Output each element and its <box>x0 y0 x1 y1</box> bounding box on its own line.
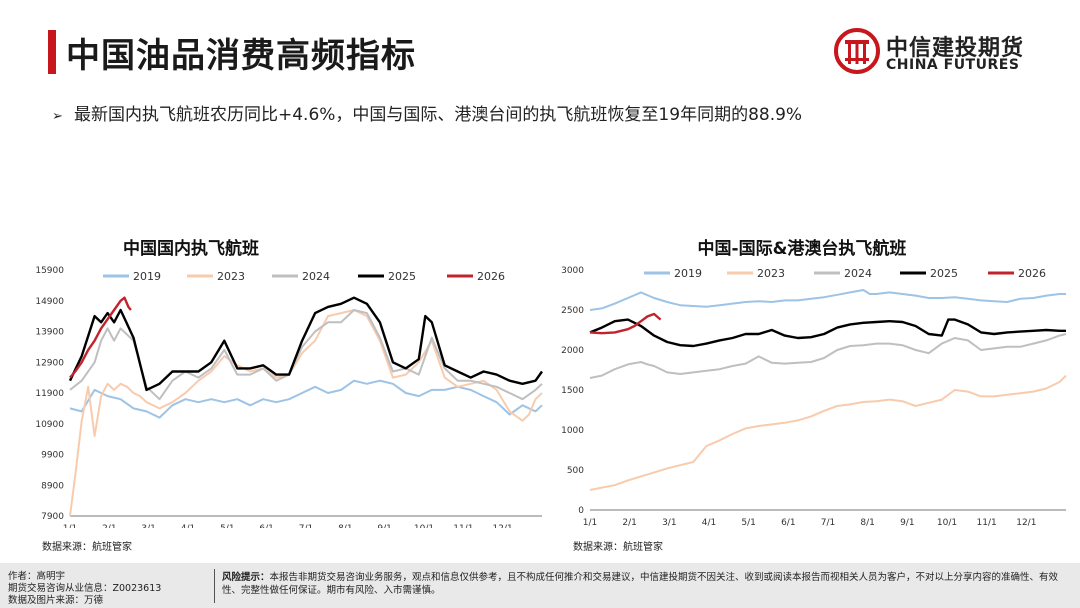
x-tick-label: 11/1 <box>453 524 473 528</box>
footer-license: 期货交易咨询从业信息：Z0023613 <box>8 583 162 594</box>
international-flights-chart: 中国-国际&港澳台执飞航班 3000 2500 2000 1500 1000 500 0 1/1… <box>561 238 1067 528</box>
legend-label-2019: 2019 <box>133 270 161 283</box>
y-tick-label: 2000 <box>561 346 584 356</box>
x-tick-label: 3/1 <box>141 524 155 528</box>
x-tick-label: 10/1 <box>414 524 434 528</box>
x-tick-label: 1/1 <box>583 518 597 528</box>
logo-chinese-name: 中信建投期货 <box>886 36 1025 61</box>
x-tick-label: 8/1 <box>338 524 352 528</box>
legend-label-2025: 2025 <box>930 267 958 280</box>
series-line-2026 <box>589 312 662 335</box>
y-tick-label: 2500 <box>561 306 584 316</box>
y-tick-label: 11900 <box>35 389 64 399</box>
series-line-2025 <box>589 318 1066 348</box>
x-tick-label: 7/1 <box>299 524 313 528</box>
summary-text: 最新国内执飞航班农历同比+4.6%，中国与国际、港澳台间的执飞航班恢复至19年同… <box>74 105 803 125</box>
y-tick-label: 0 <box>578 506 584 516</box>
y-tick-label: 3000 <box>561 266 584 276</box>
chart-source-international: 数据来源：航班管家 <box>573 542 663 553</box>
page-title: 中国油品消费高频指标 <box>66 36 416 76</box>
y-tick-label: 8900 <box>41 481 64 491</box>
x-tick-label: 2/1 <box>102 524 116 528</box>
x-tick-label: 1/1 <box>63 524 77 528</box>
x-tick-label: 7/1 <box>821 518 835 528</box>
y-tick-label: 500 <box>567 466 584 476</box>
risk-label: 风险提示： <box>222 572 270 583</box>
x-tick-label: 4/1 <box>702 518 716 528</box>
legend-label-2024: 2024 <box>844 267 872 280</box>
x-tick-label: 2/1 <box>622 518 636 528</box>
series-line-2019 <box>589 289 1066 311</box>
footer-divider <box>214 569 215 603</box>
legend-label-2019: 2019 <box>674 267 702 280</box>
x-tick-label: 5/1 <box>741 518 755 528</box>
y-tick-label: 13900 <box>35 328 64 338</box>
summary-bullet: ➢ 最新国内执飞航班农历同比+4.6%，中国与国际、港澳台间的执飞航班恢复至19年… <box>52 100 802 125</box>
y-tick-label: 9900 <box>41 451 64 461</box>
x-tick-label: 9/1 <box>900 518 914 528</box>
series-line-2024 <box>589 333 1067 379</box>
company-logo: 中信建投期货 CHINA FUTURES <box>834 28 1034 78</box>
series-line-2024 <box>69 309 543 401</box>
y-tick-label: 14900 <box>35 297 64 307</box>
title-accent-bar <box>48 30 56 74</box>
x-tick-label: 5/1 <box>220 524 234 528</box>
x-tick-label: 3/1 <box>662 518 676 528</box>
footer-source: 数据及图片来源：万德 <box>8 595 104 606</box>
citic-logo-icon <box>834 28 880 74</box>
risk-text: 本报告非期货交易咨询业务服务，观点和信息仅供参考，且不构成任何推介和交易建议，中… <box>222 572 1059 596</box>
domestic-flights-chart: 中国国内执飞航班 15900 14900 13900 12900 11900 10900 99… <box>35 238 543 528</box>
chart-title: 中国-国际&港澳台执飞航班 <box>698 238 907 259</box>
footer: 作者：高明宇 期货交易咨询从业信息：Z0023613 数据及图片来源：万德 风险… <box>0 563 1080 608</box>
y-tick-label: 15900 <box>35 266 64 276</box>
y-tick-label: 1000 <box>561 426 584 436</box>
y-tick-label: 10900 <box>35 420 64 430</box>
legend-label-2023: 2023 <box>217 270 245 283</box>
x-tick-label: 4/1 <box>181 524 195 528</box>
x-tick-label: 6/1 <box>781 518 795 528</box>
x-tick-label: 6/1 <box>259 524 273 528</box>
legend-label-2026: 2026 <box>1018 267 1046 280</box>
series-line-2026 <box>69 296 132 379</box>
x-tick-label: 11/1 <box>977 518 997 528</box>
x-tick-label: 12/1 <box>493 524 513 528</box>
x-tick-label: 9/1 <box>377 524 391 528</box>
y-tick-label: 12900 <box>35 358 64 368</box>
bullet-arrow-icon: ➢ <box>52 109 63 124</box>
series-line-2023 <box>69 309 543 517</box>
series-line-2023 <box>589 374 1067 491</box>
x-tick-label: 10/1 <box>937 518 957 528</box>
x-tick-label: 8/1 <box>860 518 874 528</box>
footer-risk-warning: 风险提示：本报告非期货交易咨询业务服务，观点和信息仅供参考，且不构成任何推介和交… <box>222 571 1062 597</box>
legend-label-2026: 2026 <box>477 270 505 283</box>
y-tick-label: 7900 <box>41 512 64 522</box>
footer-author-info: 作者：高明宇 期货交易咨询从业信息：Z0023613 数据及图片来源：万德 <box>8 571 161 607</box>
series-line-2025 <box>68 296 543 392</box>
footer-author: 作者：高明宇 <box>8 571 66 582</box>
chart-title: 中国国内执飞航班 <box>123 238 259 259</box>
x-tick-label: 12/1 <box>1016 518 1036 528</box>
legend-label-2025: 2025 <box>388 270 416 283</box>
legend-label-2024: 2024 <box>302 270 330 283</box>
logo-english-name: CHINA FUTURES <box>886 57 1020 73</box>
series-line-2019 <box>69 379 543 419</box>
y-tick-label: 1500 <box>561 386 584 396</box>
legend-label-2023: 2023 <box>757 267 785 280</box>
chart-source-domestic: 数据来源：航班管家 <box>42 542 132 553</box>
